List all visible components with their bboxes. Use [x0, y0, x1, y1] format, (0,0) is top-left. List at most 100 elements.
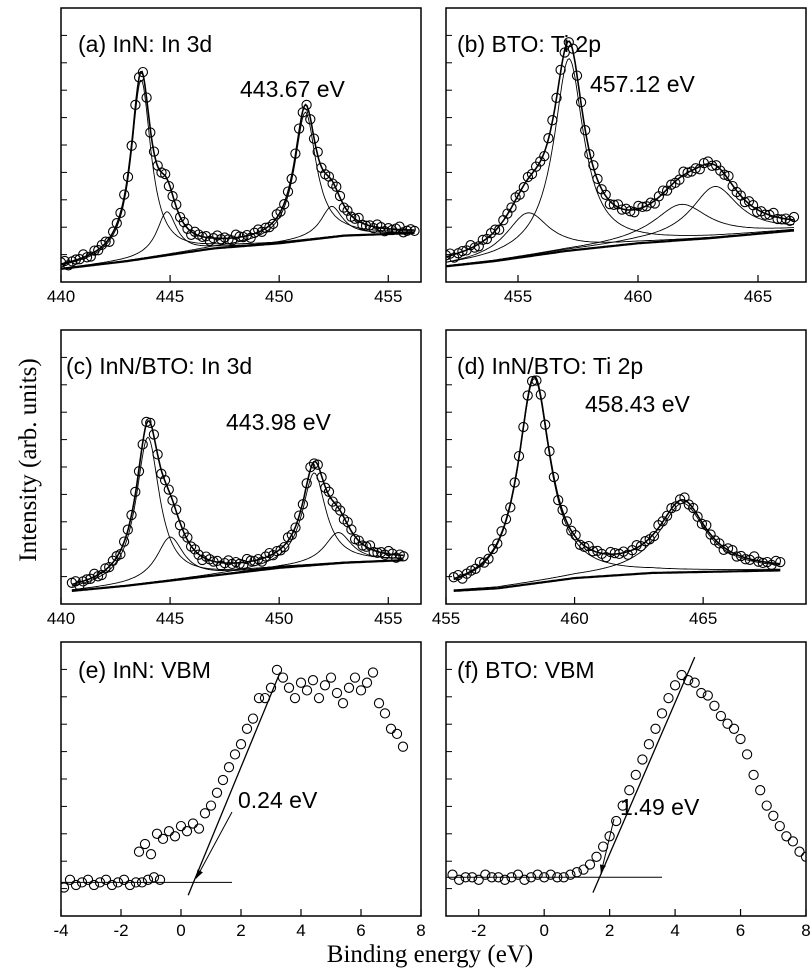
vbm-fit-line — [592, 656, 696, 893]
data-point — [706, 160, 718, 171]
data-point — [119, 189, 130, 200]
data-point — [477, 234, 488, 246]
data-point — [368, 546, 379, 558]
x-tick-label: 450 — [265, 287, 293, 306]
data-point — [96, 239, 108, 251]
data-point — [283, 682, 295, 693]
data-point — [722, 718, 733, 729]
data-point — [346, 524, 357, 535]
data-point — [148, 872, 160, 883]
data-point — [545, 869, 556, 880]
data-point — [241, 723, 253, 734]
data-point — [290, 148, 301, 159]
data-point — [312, 459, 323, 470]
x-axis-label: Binding energy (eV) — [327, 941, 533, 968]
data-point — [715, 710, 727, 722]
data-point — [379, 708, 391, 719]
data-point — [271, 664, 283, 676]
data-point — [193, 823, 205, 834]
data-point — [539, 872, 550, 883]
data-point — [247, 713, 259, 724]
data-point — [289, 692, 301, 704]
data-point — [499, 874, 511, 885]
x-tick-label: 0 — [176, 921, 185, 940]
data-point — [133, 72, 145, 83]
data-point — [500, 513, 512, 525]
data-point — [460, 872, 471, 883]
data-point — [118, 874, 130, 885]
data-point — [167, 495, 178, 506]
data-point — [234, 558, 245, 570]
x-tick-label: 445 — [156, 287, 184, 306]
panel-f: -2 0 2 4 6 8 (f) BTO: VBM 1.49 eV — [445, 641, 810, 940]
data-point — [70, 879, 82, 891]
data-point — [492, 538, 503, 549]
data-point — [133, 846, 145, 857]
panel-title: (b) BTO: Ti 2p — [457, 31, 601, 57]
data-point — [735, 733, 746, 745]
data-point — [325, 672, 337, 683]
x-tick-label: -2 — [113, 921, 128, 940]
data-point — [312, 146, 323, 158]
data-point — [570, 530, 581, 541]
peak-annotation: 1.49 eV — [620, 794, 700, 820]
data-point — [467, 872, 478, 883]
data-point — [199, 808, 211, 819]
fit-component-line — [61, 111, 415, 269]
data-point — [701, 520, 712, 531]
data-point — [505, 502, 516, 513]
data-point — [722, 543, 734, 554]
x-tick-label: 440 — [47, 609, 75, 628]
data-point — [604, 831, 615, 842]
data-point — [171, 199, 182, 210]
x-tick-label: 0 — [539, 921, 548, 940]
data-point — [509, 477, 520, 488]
x-tick-label: 450 — [265, 609, 293, 628]
annotation-arrow — [195, 811, 233, 879]
x-tick-label: 455 — [374, 609, 402, 628]
data-point — [89, 245, 100, 256]
data-point — [518, 182, 529, 193]
data-point — [584, 149, 595, 160]
data-point — [313, 692, 325, 704]
data-point — [337, 698, 349, 709]
data-point — [683, 675, 694, 686]
data-point — [94, 877, 106, 888]
x-tick-label: 4 — [670, 921, 679, 940]
panel-title: (a) InN: In 3d — [78, 31, 212, 57]
data-point — [494, 224, 505, 235]
data-point — [259, 692, 271, 704]
fit-component-line — [446, 186, 795, 267]
data-point — [661, 510, 673, 521]
data-point — [493, 872, 504, 883]
data-point — [575, 97, 587, 108]
data-point — [305, 461, 316, 473]
data-point — [215, 560, 227, 571]
data-point — [787, 836, 799, 847]
data-point — [157, 833, 169, 845]
data-point — [338, 202, 349, 213]
data-point — [781, 831, 792, 842]
data-point — [204, 235, 215, 247]
data-point — [559, 47, 570, 58]
y-axis-label: Intensity (arb. units) — [15, 358, 42, 561]
data-point — [305, 114, 316, 125]
panel-title: (f) BTO: VBM — [457, 657, 595, 683]
data-point — [130, 877, 142, 888]
fit-component-line — [61, 205, 415, 270]
data-point — [186, 229, 197, 240]
data-point — [637, 754, 648, 765]
data-point — [100, 236, 111, 247]
data-point — [279, 541, 290, 553]
data-point — [506, 872, 517, 883]
data-point — [249, 227, 260, 238]
data-point — [133, 466, 145, 477]
data-point — [633, 200, 644, 212]
data-point — [674, 494, 686, 505]
data-point — [567, 43, 579, 54]
data-point — [130, 99, 141, 111]
data-point — [151, 828, 163, 839]
data-point — [465, 565, 477, 576]
data-point — [316, 472, 327, 483]
data-point — [115, 549, 126, 560]
